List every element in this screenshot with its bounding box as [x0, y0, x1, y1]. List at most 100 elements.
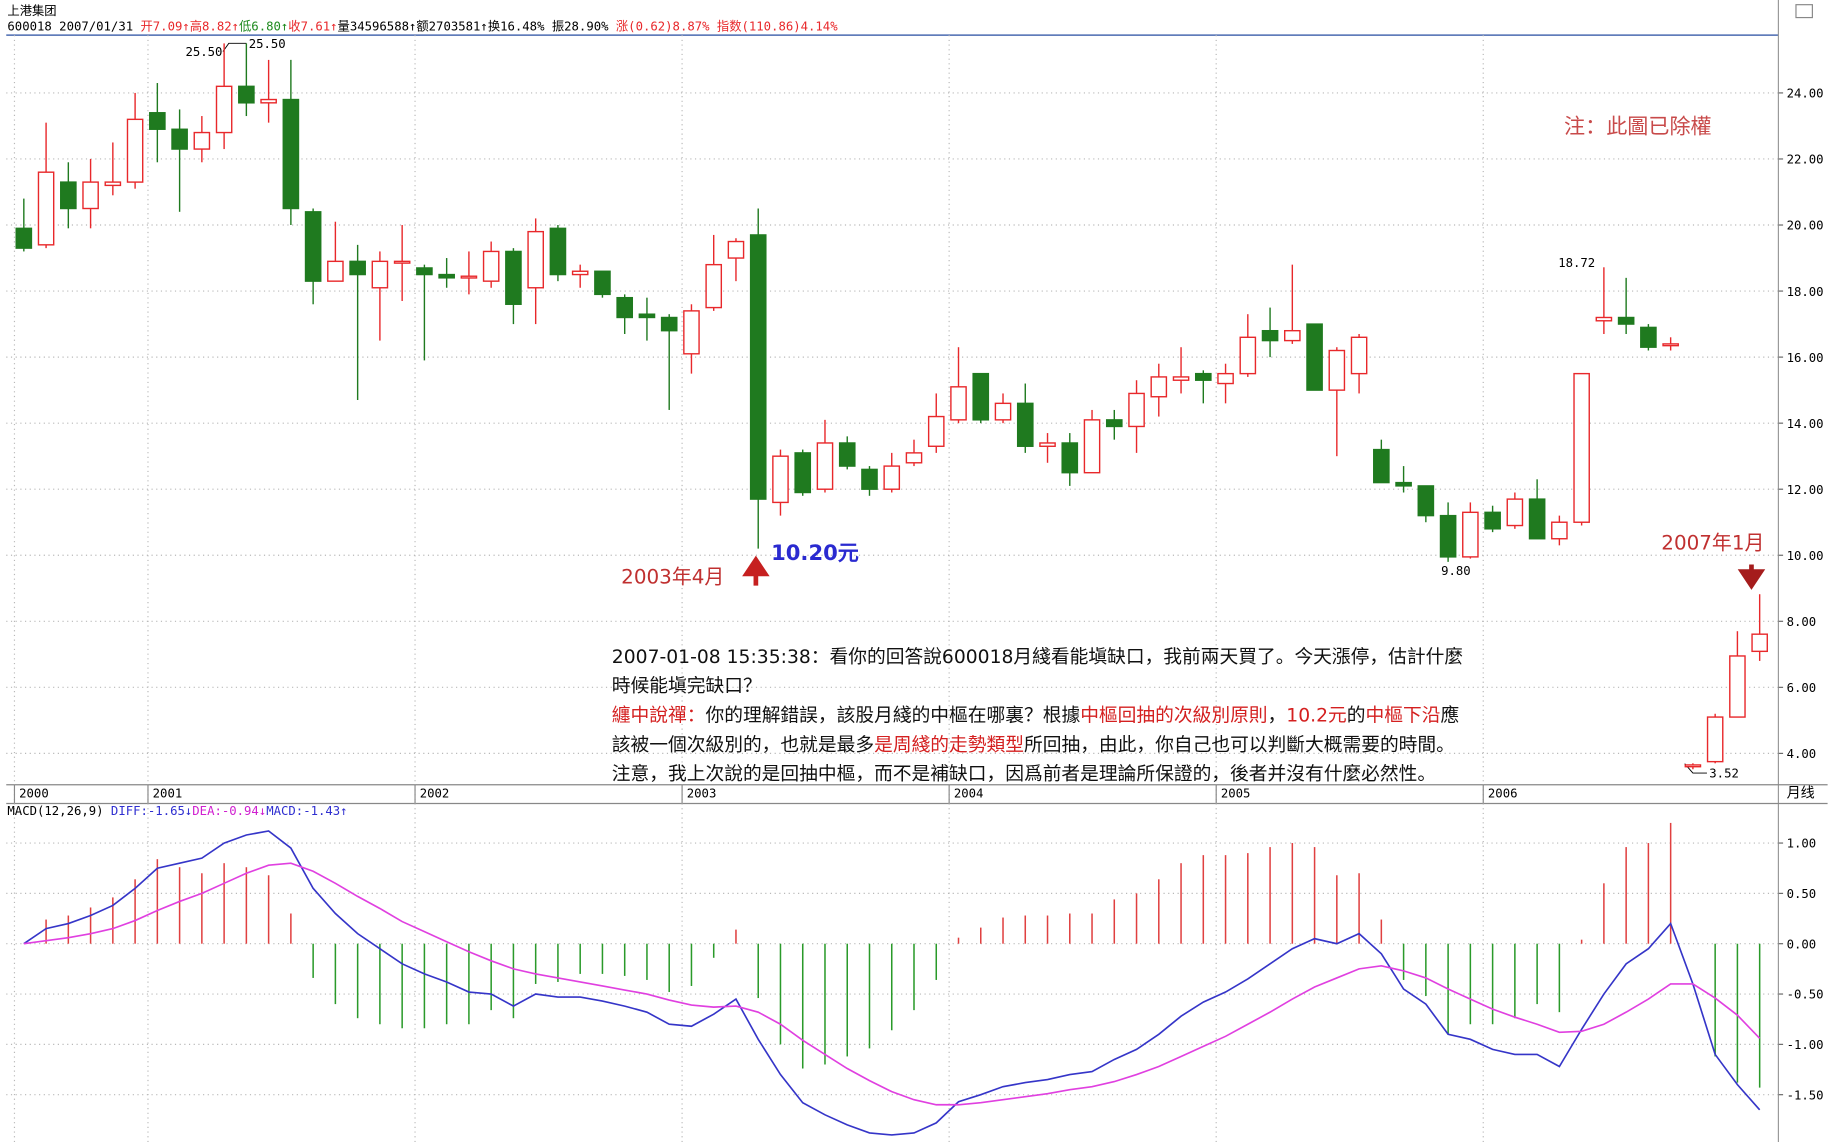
segmented-text: 600018 2007/01/31 开7.09↑高8.82↑低6.80↑收7.6…: [7, 18, 838, 33]
annotation: 2003年4月: [621, 565, 724, 588]
candle-body: [1617, 316, 1635, 325]
text-segment: MACD:-1.43↑: [266, 804, 347, 818]
candle-body: [927, 415, 945, 447]
segmented-text: 纏中說禪：你的理解錯誤，該股月綫的中樞在哪裏？根據中樞回抽的次級別原則，10.2…: [612, 705, 1459, 727]
candle-body: [1528, 498, 1546, 540]
candle-body: [104, 181, 122, 187]
candle-body: [527, 230, 544, 289]
candle-body: [616, 296, 634, 319]
annotation: 2007年1月: [1661, 531, 1764, 554]
text-segment: 开7.09↑高8.82↑: [141, 18, 240, 33]
x-tick-label: 2005: [1221, 787, 1251, 801]
macd-line: [23, 830, 1761, 1136]
candle-body: [371, 260, 389, 289]
annotation: 25.50: [249, 37, 286, 51]
candle-body: [215, 85, 233, 134]
text-segment: 2007-01-08 15:35:38：看你的回答說600018月綫看能塡缺口，…: [612, 647, 1463, 668]
text-segment: 中樞下沿: [1366, 706, 1441, 727]
annotation: 注：此圖已除權: [1564, 114, 1712, 139]
candle-body: [1662, 343, 1679, 347]
segmented-text: 注意，我上次說的是回抽中樞，而不是補缺口，因爲前者是理論所保證的，後者并沒有什麼…: [612, 764, 1436, 785]
candle-body: [327, 260, 344, 282]
candle-body: [304, 211, 322, 282]
candle-body: [972, 372, 990, 421]
candle-body: [1640, 326, 1657, 348]
macd-line: [23, 862, 1761, 1106]
text-segment: MACD(12,26,9): [7, 804, 111, 818]
candle-body: [1417, 485, 1435, 517]
text-segment: 收7.61↑: [288, 19, 337, 33]
candle-body: [238, 85, 255, 104]
candle-body: [126, 118, 144, 183]
candle-body: [15, 227, 33, 249]
candle-body: [816, 442, 834, 490]
y-tick-label: 8.00: [1787, 615, 1817, 629]
text-segment: 的: [1347, 706, 1366, 727]
candle-body: [1105, 419, 1123, 428]
candle-body: [393, 260, 411, 264]
candle-body: [438, 273, 455, 279]
candle-body: [594, 270, 611, 296]
candle-body: [260, 98, 277, 104]
x-tick-label: 2000: [19, 787, 49, 801]
text-segment: 中樞回抽的次級別原則: [1080, 706, 1267, 727]
candle-body: [950, 386, 967, 421]
candle-body: [1016, 402, 1034, 447]
candle-body: [749, 234, 767, 500]
y-tick-label: -1.00: [1787, 1038, 1824, 1052]
candle-body: [772, 455, 789, 504]
y-tick-label: 18.00: [1787, 285, 1824, 299]
candle-body: [1194, 372, 1212, 381]
arrow-down: [1737, 564, 1766, 590]
y-tick-label: 12.00: [1787, 483, 1824, 497]
segmented-text: MACD(12,26,9) DIFF:-1.65↓DEA:-0.94↓MACD:…: [7, 804, 347, 818]
candle-body: [1128, 392, 1145, 428]
annotation: 25.50: [185, 45, 222, 59]
annotation: 18.72: [1558, 256, 1595, 270]
candle-body: [1217, 372, 1234, 385]
candle-body: [1039, 442, 1056, 447]
candle-body: [683, 310, 700, 355]
candle-body: [171, 128, 188, 150]
candle-body: [1573, 372, 1590, 523]
text-segment: 時候能塡完缺口？: [612, 676, 762, 697]
window-icon[interactable]: [1795, 4, 1813, 19]
x-tick-label: 2001: [153, 787, 183, 801]
candle-body: [794, 452, 812, 494]
candle-body: [1172, 376, 1190, 381]
stock-name: 上港集团: [7, 3, 56, 18]
candle-body: [1684, 764, 1702, 768]
text-segment: 10.2元: [1286, 706, 1346, 727]
y-tick-label: 0.50: [1787, 887, 1817, 901]
candle-body: [349, 260, 366, 276]
segmented-text: 2007-01-08 15:35:38：看你的回答說600018月綫看能塡缺口，…: [612, 647, 1463, 668]
y-tick-label: 16.00: [1787, 351, 1824, 365]
candle-body: [282, 98, 300, 210]
candle-body: [1706, 716, 1724, 763]
candle-body: [838, 442, 856, 467]
candle-body: [82, 181, 99, 210]
annotation: 9.80: [1441, 564, 1471, 578]
y-tick-label: 10.00: [1787, 549, 1824, 563]
y-tick-label: -0.50: [1787, 988, 1824, 1002]
candle-body: [1595, 316, 1613, 322]
text-segment: 應: [1440, 705, 1459, 727]
x-tick-label: 2004: [954, 787, 984, 801]
y-tick-label: 0.00: [1787, 937, 1817, 951]
candle-body: [1150, 376, 1168, 398]
text-segment: 600018 2007/01/31: [7, 19, 140, 33]
candle-body: [1439, 514, 1457, 558]
arrow-up: [742, 555, 770, 586]
candle-body: [416, 267, 433, 276]
y-tick-label: 1.00: [1787, 837, 1817, 851]
y-tick-label: 14.00: [1787, 417, 1824, 431]
candle-body: [1551, 521, 1568, 540]
y-tick-label: -1.50: [1787, 1088, 1824, 1102]
candle-body: [1350, 336, 1368, 375]
candle-body: [1751, 633, 1768, 653]
candle-body: [638, 313, 656, 319]
candle-body: [1373, 448, 1390, 484]
candle-body: [705, 263, 723, 309]
annotation: 3.52: [1709, 767, 1739, 781]
